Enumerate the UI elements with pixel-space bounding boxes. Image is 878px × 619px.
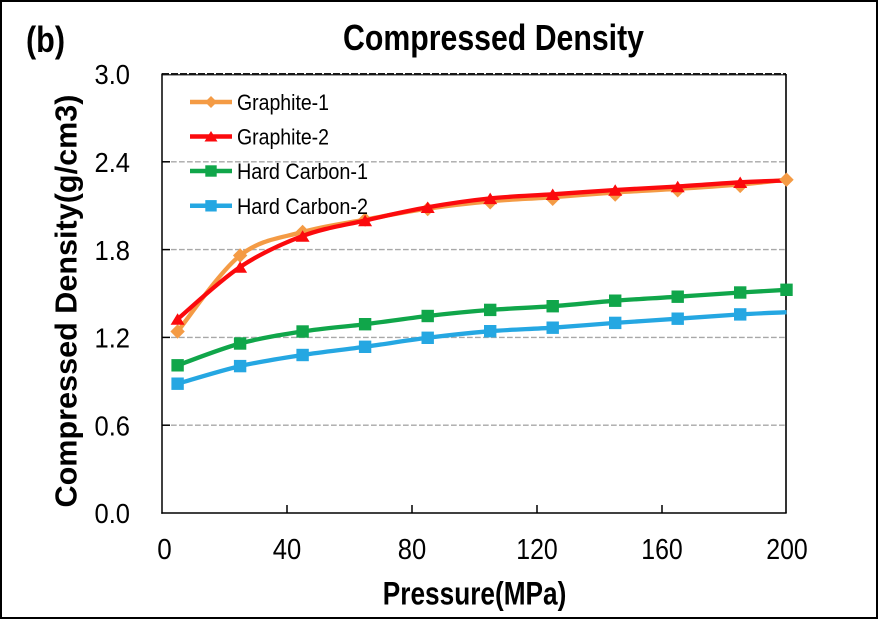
svg-text:80: 80 <box>398 534 427 566</box>
svg-text:Compressed Density(g/cm3): Compressed Density(g/cm3) <box>49 95 84 508</box>
svg-text:Hard Carbon-1: Hard Carbon-1 <box>237 159 368 184</box>
svg-text:1.8: 1.8 <box>95 235 131 266</box>
svg-text:40: 40 <box>273 534 302 566</box>
svg-text:0.0: 0.0 <box>95 498 131 529</box>
svg-text:3.0: 3.0 <box>95 59 131 90</box>
svg-text:Compressed Density: Compressed Density <box>343 17 644 58</box>
svg-text:0.6: 0.6 <box>95 410 131 441</box>
svg-text:(b): (b) <box>26 19 65 60</box>
svg-text:200: 200 <box>766 534 808 566</box>
svg-text:Pressure(MPa): Pressure(MPa) <box>383 576 567 612</box>
svg-text:160: 160 <box>641 534 683 566</box>
svg-text:Hard Carbon-2: Hard Carbon-2 <box>237 194 368 219</box>
svg-text:120: 120 <box>516 534 558 566</box>
svg-text:2.4: 2.4 <box>95 147 131 178</box>
svg-text:1.2: 1.2 <box>95 323 131 354</box>
svg-text:Graphite-1: Graphite-1 <box>237 90 329 115</box>
svg-text:Graphite-2: Graphite-2 <box>237 125 329 150</box>
svg-text:0: 0 <box>157 534 172 566</box>
